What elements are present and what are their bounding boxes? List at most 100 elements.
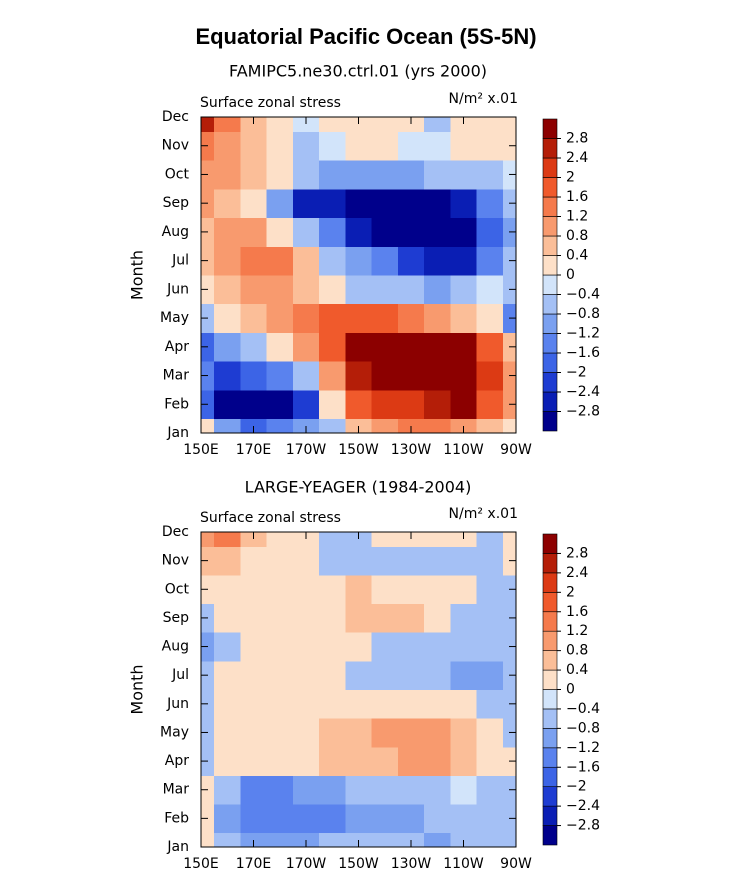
cell: [397, 275, 425, 305]
cell: [476, 532, 504, 547]
cell: [201, 418, 215, 434]
cell: [424, 660, 451, 690]
cell: [424, 832, 451, 848]
colorbar-box: [542, 572, 558, 593]
cell: [292, 746, 320, 776]
cell: [214, 332, 241, 362]
cell: [476, 775, 504, 805]
field: [201, 117, 517, 434]
cell: [214, 632, 241, 662]
cell: [345, 574, 373, 605]
cell: [214, 117, 241, 132]
cell: [371, 832, 399, 848]
colorbar-label: −0.4: [566, 287, 600, 303]
cell: [214, 275, 241, 305]
x-tick-label: 170E: [236, 442, 272, 458]
x-tick-label: 130W: [391, 856, 432, 872]
colorbar-box: [542, 411, 558, 432]
colorbar-label: 0.4: [566, 662, 588, 678]
y-axis-label: Month: [128, 664, 147, 714]
cell: [266, 574, 294, 605]
y-tick-label: Jun: [166, 696, 189, 712]
cell: [450, 574, 478, 605]
cell: [397, 804, 425, 834]
cell: [240, 804, 268, 834]
cell: [476, 574, 504, 605]
cell: [424, 131, 451, 161]
cell: [424, 418, 451, 434]
cell: [292, 775, 320, 805]
colorbar-label: −2.4: [566, 798, 600, 814]
x-tick-label: 150E: [183, 442, 219, 458]
cell: [424, 188, 451, 219]
y-tick-label: Jul: [171, 253, 189, 269]
cell: [240, 775, 268, 805]
cell: [266, 217, 294, 247]
y-tick-label: Sep: [163, 610, 190, 626]
colorbar-box: [542, 650, 558, 671]
cell: [424, 632, 451, 662]
colorbar-box: [542, 294, 558, 315]
cell: [450, 718, 478, 748]
colorbar-label: 2.8: [566, 131, 588, 147]
cell: [476, 117, 504, 132]
cell: [266, 832, 294, 848]
cell: [371, 131, 399, 161]
cell: [476, 160, 504, 190]
cell: [214, 574, 241, 605]
cell: [266, 131, 294, 161]
colorbar-label: −1.2: [566, 740, 600, 756]
cell: [371, 303, 399, 333]
cell: [397, 632, 425, 662]
x-tick-label: 150E: [183, 856, 219, 872]
cell: [450, 389, 478, 420]
cell: [424, 775, 451, 805]
colorbar-box: [542, 333, 558, 354]
cell: [214, 361, 241, 391]
cell: [214, 532, 241, 547]
cell: [292, 246, 320, 276]
cell: [240, 188, 268, 219]
cell: [502, 832, 517, 848]
cell: [240, 361, 268, 391]
colorbar-box: [542, 372, 558, 393]
cell: [319, 546, 346, 576]
left-label: Surface zonal stress: [200, 95, 341, 111]
cell: [266, 746, 294, 776]
colorbar-label: 2: [566, 584, 575, 600]
y-tick-label: Apr: [165, 753, 189, 769]
cell: [371, 188, 399, 219]
cell: [214, 660, 241, 690]
cell: [450, 361, 478, 391]
cell: [214, 775, 241, 805]
cell: [476, 632, 504, 662]
cell: [476, 689, 504, 719]
cell: [292, 131, 320, 161]
cell: [240, 131, 268, 161]
cell: [266, 275, 294, 305]
colorbar-label: −0.8: [566, 306, 600, 322]
cell: [424, 332, 451, 362]
cell: [319, 532, 346, 547]
chart-subtitle: LARGE-YEAGER (1984-2004): [245, 478, 472, 497]
cell: [450, 804, 478, 834]
y-tick-label: Oct: [165, 166, 190, 182]
cell: [292, 603, 320, 633]
cell: [397, 246, 425, 276]
cell: [450, 217, 478, 247]
cell: [450, 303, 478, 333]
cell: [266, 775, 294, 805]
cell: [214, 389, 241, 420]
colorbar-box: [542, 255, 558, 276]
cell: [371, 574, 399, 605]
cell: [345, 217, 373, 247]
colorbar-box: [542, 274, 558, 295]
cell: [371, 746, 399, 776]
cell: [266, 603, 294, 633]
colorbar-box: [542, 805, 558, 826]
y-tick-label: Nov: [162, 553, 189, 569]
colorbar-box: [542, 630, 558, 651]
cell: [266, 246, 294, 276]
colorbar-label: −0.4: [566, 701, 600, 717]
right-label: N/m² x.01: [449, 506, 518, 522]
